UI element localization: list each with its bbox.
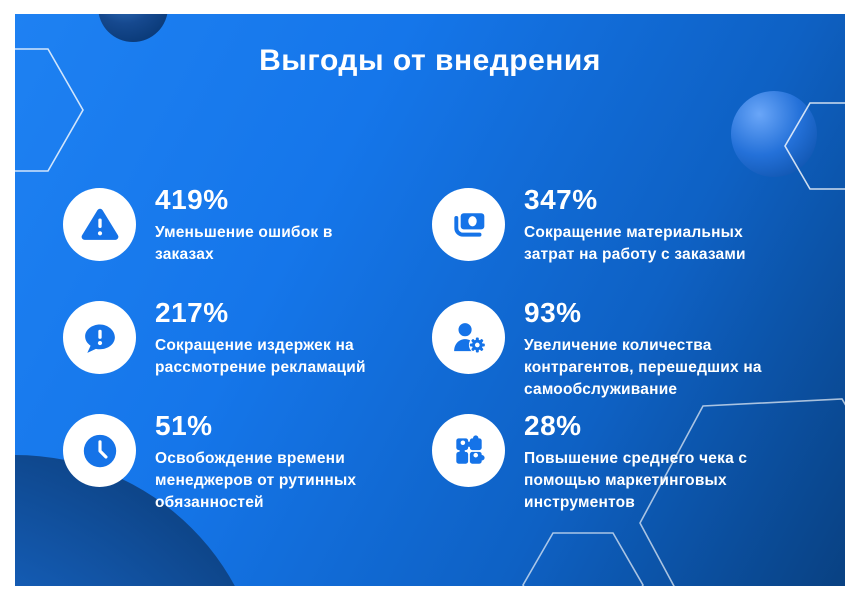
stat-value: 93% (524, 297, 582, 328)
stat-errors-reduction: 419% Уменьшение ошибок в заказах (63, 184, 390, 266)
stat-value: 347% (524, 184, 598, 215)
hexagon-outline-bottom-right (639, 398, 845, 586)
stat-value: 217% (155, 297, 229, 328)
stat-average-check: 28% Повышение среднего чека с помощью ма… (432, 410, 796, 514)
hexagon-outline-top-left (15, 48, 84, 172)
stat-label: Уменьшение ошибок в заказах (155, 224, 333, 264)
decor-hexagons (15, 48, 845, 586)
stat-claims-costs: 217% Сокращение издержек на рассмотрение… (63, 297, 390, 379)
stat-label: Сокращение издержек на рассмотрение рекл… (155, 337, 366, 377)
clock-icon (63, 414, 136, 487)
page-title: Выгоды от внедрения (259, 44, 601, 77)
stat-material-costs: 347% Сокращение материальных затрат на р… (432, 184, 796, 266)
decor-sphere-right (731, 91, 817, 177)
slide-benefits: Выгоды от внедрения 419% Уменьшение ошиб… (15, 14, 845, 586)
warning-triangle-icon (63, 188, 136, 261)
banknotes-icon (432, 188, 505, 261)
chat-exclamation-icon (63, 301, 136, 374)
puzzle-icon (432, 414, 505, 487)
stat-value: 419% (155, 184, 229, 215)
stat-self-service-clients: 93% Увеличение количества контрагентов, … (432, 297, 796, 401)
user-gear-icon (432, 301, 505, 374)
hexagon-outline-top-right (784, 102, 845, 190)
stat-managers-time: 51% Освобождение времени менеджеров от р… (63, 410, 390, 514)
stat-label: Увеличение количества контрагентов, пере… (524, 337, 762, 399)
stat-value: 51% (155, 410, 213, 441)
stat-value: 28% (524, 410, 582, 441)
stat-label: Освобождение времени менеджеров от рутин… (155, 450, 357, 512)
stat-label: Сокращение материальных затрат на работу… (524, 224, 746, 264)
hexagon-outline-bottom-center (522, 532, 644, 586)
stat-label: Повышение среднего чека с помощью маркет… (524, 450, 748, 512)
